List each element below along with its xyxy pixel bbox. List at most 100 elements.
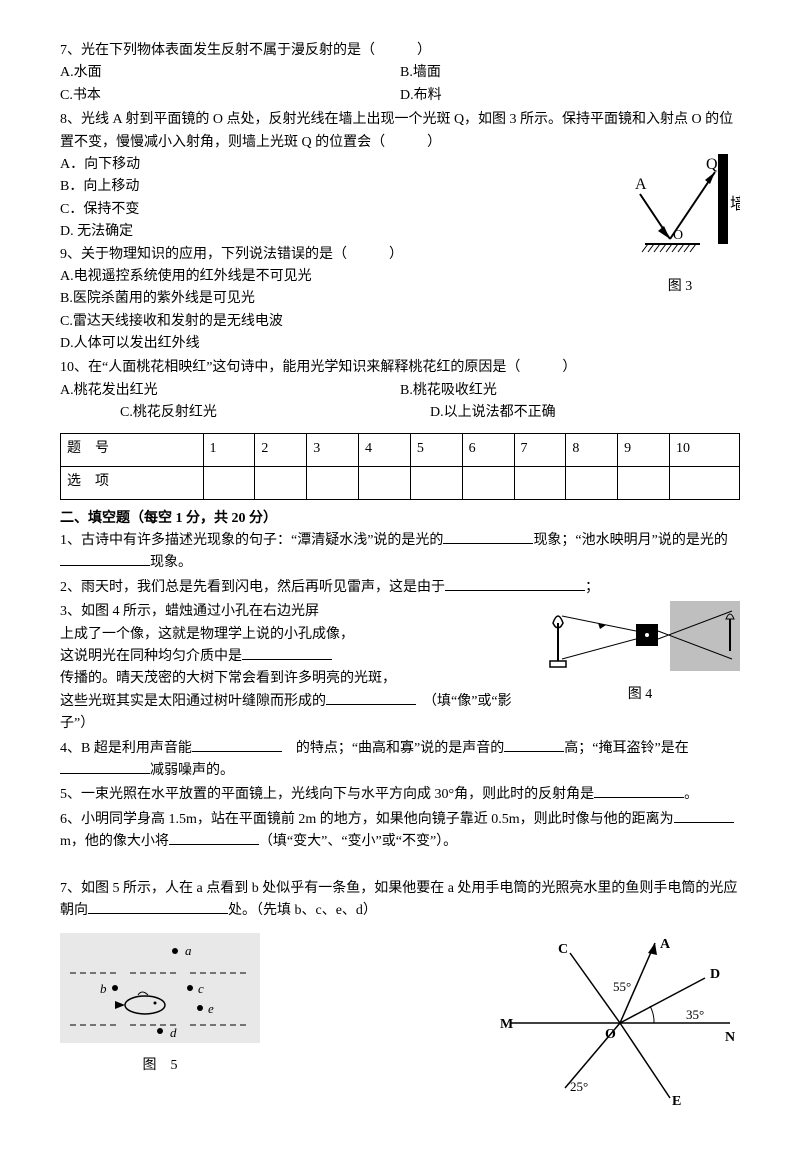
figure-4-svg — [540, 601, 740, 671]
q10-opt-b: B.桃花吸收红光 — [400, 380, 740, 402]
f4-c: 高；“掩耳盗铃”是在 — [564, 741, 688, 756]
fill-6: 6、小明同学身高 1.5m，站在平面镜前 2m 的地方，如果他向镜子靠近 0.5… — [60, 809, 740, 854]
q10-row-ab: A.桃花发出红光 B.桃花吸收红光 — [60, 380, 740, 402]
q7-row-cd: C.书本 D.布料 — [60, 85, 740, 107]
f4-a: 4、B 超是利用声音能 — [60, 741, 192, 756]
figure-5: a b c e d 图 5 — [60, 933, 260, 1121]
q7-opt-b: B.墙面 — [400, 62, 740, 84]
q10-opt-c: C.桃花反射红光 — [120, 402, 430, 424]
grid-ans-1[interactable] — [203, 466, 255, 499]
grid-ans-7[interactable] — [514, 466, 566, 499]
svg-text:25°: 25° — [570, 1079, 588, 1094]
grid-ans-2[interactable] — [255, 466, 307, 499]
grid-header-row: 题 号 1 2 3 4 5 6 7 8 9 10 — [61, 433, 740, 466]
svg-text:D: D — [710, 967, 720, 982]
grid-label-2: 选 项 — [61, 466, 204, 499]
svg-text:a: a — [185, 943, 192, 958]
f6-c: （填“变大”、“变小”或“不变”）。 — [259, 834, 457, 849]
f6-blank-2[interactable] — [169, 844, 259, 845]
svg-text:d: d — [170, 1025, 177, 1040]
f3-l4b: 这些光斑其实是太阳通过树叶缝隙而形成的 — [60, 694, 326, 709]
f1-blank-2[interactable] — [60, 565, 150, 566]
q7-row-ab: A.水面 B.墙面 — [60, 62, 740, 84]
fill-3: 图 4 3、如图 4 所示，蜡烛通过小孔在右边光屏 上成了一个像，这就是物理学上… — [60, 601, 740, 735]
grid-col-9: 9 — [618, 433, 670, 466]
q10-stem: 10、在“人面桃花相映红”这句诗中，能用光学知识来解释桃花红的原因是（ ） — [60, 357, 740, 379]
grid-answer-row: 选 项 — [61, 466, 740, 499]
fig3-label-a: A — [635, 176, 647, 193]
grid-col-4: 4 — [359, 433, 411, 466]
f4-d: 减弱噪声的。 — [150, 763, 234, 778]
f4-blank-3[interactable] — [60, 773, 150, 774]
grid-col-7: 7 — [514, 433, 566, 466]
f1-mid: 现象；“池水映明月”说的是光的 — [533, 533, 727, 548]
q7-opt-c: C.书本 — [60, 85, 400, 107]
svg-text:55°: 55° — [613, 979, 631, 994]
q10-opt-d: D.以上说法都不正确 — [430, 402, 740, 424]
svg-text:e: e — [208, 1001, 214, 1016]
f5-b: 。 — [684, 787, 698, 802]
grid-col-8: 8 — [566, 433, 618, 466]
grid-label-1: 题 号 — [61, 433, 204, 466]
f1-end: 现象。 — [150, 555, 192, 570]
figure-6-svg: A C D M N E O 55° 35° 25° — [500, 933, 740, 1113]
grid-ans-8[interactable] — [566, 466, 618, 499]
f7-b: 处。（先填 b、c、e、d） — [228, 903, 377, 918]
svg-text:C: C — [558, 942, 568, 957]
question-7: 7、光在下列物体表面发生反射不属于漫反射的是（ ） A.水面 B.墙面 C.书本… — [60, 40, 740, 107]
q7-stem: 7、光在下列物体表面发生反射不属于漫反射的是（ ） — [60, 40, 740, 62]
f6-a: 6、小明同学身高 1.5m，站在平面镜前 2m 的地方，如果他向镜子靠近 0.5… — [60, 812, 674, 827]
fig3-label-o: O — [673, 228, 683, 243]
q9-opt-c: C.雷达天线接收和发射的是无线电波 — [60, 311, 740, 333]
svg-text:A: A — [660, 937, 671, 952]
fill-4: 4、B 超是利用声音能 的特点；“曲高和寡”说的是声音的高；“掩耳盗铃”是在减弱… — [60, 738, 740, 783]
figure-4-caption: 图 4 — [540, 684, 740, 706]
grid-ans-4[interactable] — [359, 466, 411, 499]
section-2-head: 二、填空题（每空 1 分，共 20 分） — [60, 508, 740, 530]
f4-blank-1[interactable] — [192, 751, 282, 752]
grid-ans-9[interactable] — [618, 466, 670, 499]
f6-b: m，他的像大小将 — [60, 834, 169, 849]
grid-ans-6[interactable] — [462, 466, 514, 499]
grid-ans-3[interactable] — [307, 466, 359, 499]
figure-3-caption: 图 3 — [620, 276, 740, 298]
grid-col-2: 2 — [255, 433, 307, 466]
grid-ans-10[interactable] — [669, 466, 739, 499]
figure-5-svg: a b c e d — [60, 933, 260, 1043]
grid-col-10: 10 — [669, 433, 739, 466]
fill-5: 5、一束光照在水平放置的平面镜上，光线向下与水平方向成 30°角，则此时的反射角… — [60, 784, 740, 806]
question-8: 8、光线 A 射到平面镜的 O 点处，反射光线在墙上出现一个光斑 Q，如图 3 … — [60, 109, 740, 355]
f2-blank[interactable] — [445, 590, 585, 591]
figure-3-svg: A Q O 墙 — [620, 154, 740, 264]
answer-grid: 题 号 1 2 3 4 5 6 7 8 9 10 选 项 — [60, 433, 740, 500]
f4-blank-2[interactable] — [504, 751, 564, 752]
q10-opt-a: A.桃花发出红光 — [60, 380, 400, 402]
q9-opt-d: D.人体可以发出红外线 — [60, 333, 740, 355]
svg-text:c: c — [198, 981, 204, 996]
q10-row-cd: C.桃花反射红光 D.以上说法都不正确 — [60, 402, 740, 424]
f2-end: ； — [585, 580, 599, 595]
f1-blank-1[interactable] — [443, 543, 533, 544]
q7-opt-d: D.布料 — [400, 85, 740, 107]
figure-3: A Q O 墙 图 3 — [620, 154, 740, 299]
f2-pre: 2、雨天时，我们总是先看到闪电，然后再听见雷声，这是由于 — [60, 580, 445, 595]
f6-blank-1[interactable] — [674, 822, 734, 823]
f3-l3: 这说明光在同种均匀介质中是 — [60, 649, 242, 664]
f3-blank-1[interactable] — [242, 659, 332, 660]
f5-a: 5、一束光照在水平放置的平面镜上，光线向下与水平方向成 30°角，则此时的反射角… — [60, 787, 594, 802]
fill-2: 2、雨天时，我们总是先看到闪电，然后再听见雷声，这是由于 ； — [60, 577, 740, 599]
fig3-label-q: Q — [706, 156, 718, 173]
svg-text:O: O — [605, 1027, 616, 1042]
f7-blank[interactable] — [88, 913, 228, 914]
question-10: 10、在“人面桃花相映红”这句诗中，能用光学知识来解释桃花红的原因是（ ） A.… — [60, 357, 740, 424]
q7-opt-a: A.水面 — [60, 62, 400, 84]
grid-col-6: 6 — [462, 433, 514, 466]
fig3-wall: 墙 — [730, 195, 740, 213]
f3-blank-2[interactable] — [326, 704, 416, 705]
f5-blank[interactable] — [594, 797, 684, 798]
svg-text:M: M — [500, 1017, 513, 1032]
q8-stem: 8、光线 A 射到平面镜的 O 点处，反射光线在墙上出现一个光斑 Q，如图 3 … — [60, 109, 740, 154]
grid-ans-5[interactable] — [410, 466, 462, 499]
grid-col-5: 5 — [410, 433, 462, 466]
f1-pre: 1、古诗中有许多描述光现象的句子：“潭清疑水浅”说的是光的 — [60, 533, 443, 548]
